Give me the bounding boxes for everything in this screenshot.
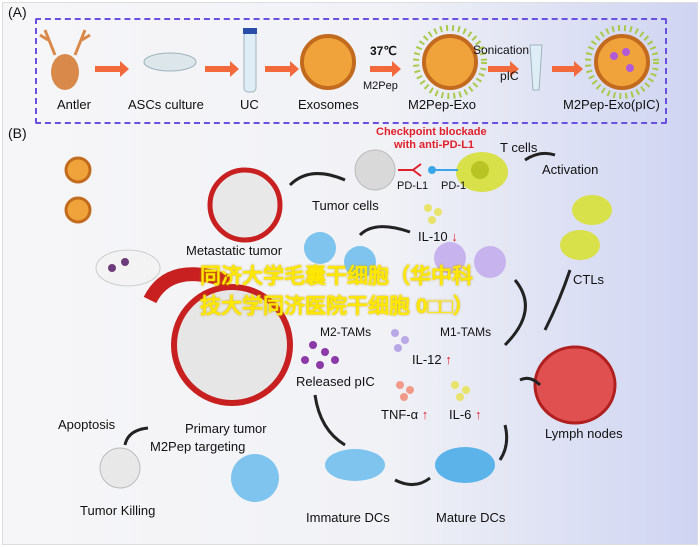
m2pep-label: M2Pep [363, 80, 398, 92]
nanoparticle-icons [64, 156, 92, 224]
m2-tam-icons [304, 232, 376, 278]
lymph-node-icon [533, 345, 617, 425]
panel-a-box [35, 18, 667, 124]
released-pic-label: Released pIC [296, 374, 375, 389]
killed-tumor-icon [99, 447, 141, 489]
t-cell-icon [456, 152, 508, 192]
m1-tam-icons [434, 242, 506, 278]
checkpoint-label-1: Checkpoint blockade [376, 126, 487, 138]
il12-dots [391, 329, 409, 352]
mature-dcs-label: Mature DCs [436, 510, 506, 525]
tumor-killing-label: Tumor Killing [80, 503, 156, 518]
m2pep-targeting-label: M2Pep targeting [150, 439, 246, 454]
arrow [123, 426, 149, 446]
petri-dish-icon [143, 52, 197, 72]
exosome-icon [300, 34, 356, 90]
immature-dcs-label: Immature DCs [306, 510, 390, 525]
il6-label: IL-6 ↑ [449, 407, 482, 422]
m2pep-exo-pic-icon [585, 25, 659, 99]
step-m2pep-exo-pic: M2Pep-Exo(pIC) [563, 97, 660, 112]
arrow [265, 61, 299, 77]
panel-a-label: (A) [8, 4, 27, 20]
eppendorf-icon [529, 44, 543, 91]
pd-1-label: PD-1 [441, 180, 467, 192]
il6-dots [451, 381, 470, 401]
antibody-icon [398, 163, 422, 177]
arrow [205, 61, 239, 77]
process-arrows [95, 61, 583, 77]
step-uc: UC [240, 97, 259, 112]
il12-label: IL-12 ↑ [412, 352, 452, 367]
ctls-label: CTLs [573, 272, 605, 287]
temperature-label: 37℃ [370, 44, 397, 58]
arrow [370, 61, 401, 77]
arrow [313, 394, 346, 447]
tumor-cells-label: Tumor cells [312, 198, 379, 213]
arrow [519, 376, 542, 387]
checkpoint-label-2: with anti-PD-L1 [394, 139, 475, 151]
tube-icon [243, 28, 257, 93]
il10-dots [424, 204, 442, 224]
dc-icons [325, 447, 495, 483]
pic-dots [301, 341, 339, 369]
metastatic-tumor-icon [207, 167, 283, 243]
step-ascs-culture: ASCs culture [128, 97, 204, 112]
deer-icon [39, 29, 91, 90]
arrow [552, 61, 583, 77]
watermark: 同济大学毛囊干细胞（华中科 技大学同济医院干细胞 0□□） [200, 265, 474, 318]
primary-tumor-label: Primary tumor [185, 421, 267, 436]
il10-label: IL-10 ↓ [418, 229, 458, 244]
arrow [543, 269, 572, 331]
step-m2pep-exo: M2Pep-Exo [408, 97, 476, 112]
sonication-label: Sonication [473, 43, 530, 57]
arrow [524, 151, 556, 162]
tumor-cell-icon [354, 149, 396, 191]
arrow [288, 172, 346, 187]
m2-tams-label: M2-TAMs [320, 325, 372, 339]
arrow [358, 225, 411, 237]
flow-arrows [123, 151, 572, 486]
step-antler: Antler [57, 97, 91, 112]
m1-tams-label: M1-TAMs [440, 325, 492, 339]
pd-l1-label: PD-L1 [397, 180, 429, 192]
arrow [503, 279, 527, 347]
apoptosis-label: Apoptosis [58, 417, 116, 432]
panel-b-label: (B) [8, 125, 27, 141]
targeting-tumor-icon [231, 454, 279, 502]
primary-tumor-icon [143, 267, 293, 406]
tnf-label: TNF-α ↑ [381, 407, 429, 422]
mouse-icon [95, 249, 161, 287]
activation-label: Activation [542, 162, 599, 177]
arrow [95, 61, 129, 77]
arrow [488, 61, 519, 77]
tnf-dots [396, 381, 414, 401]
t-cells-label: T cells [500, 140, 538, 155]
arrow [394, 476, 431, 486]
pic-label: pIC [500, 69, 519, 83]
pd1-ligand-icon [428, 166, 436, 174]
lymph-nodes-label: Lymph nodes [545, 426, 623, 441]
step-exosomes: Exosomes [298, 97, 359, 112]
arrow [498, 424, 509, 461]
metastatic-tumor-label: Metastatic tumor [186, 243, 283, 258]
ctl-icons [560, 195, 612, 260]
m2pep-exo-icon [413, 25, 487, 99]
